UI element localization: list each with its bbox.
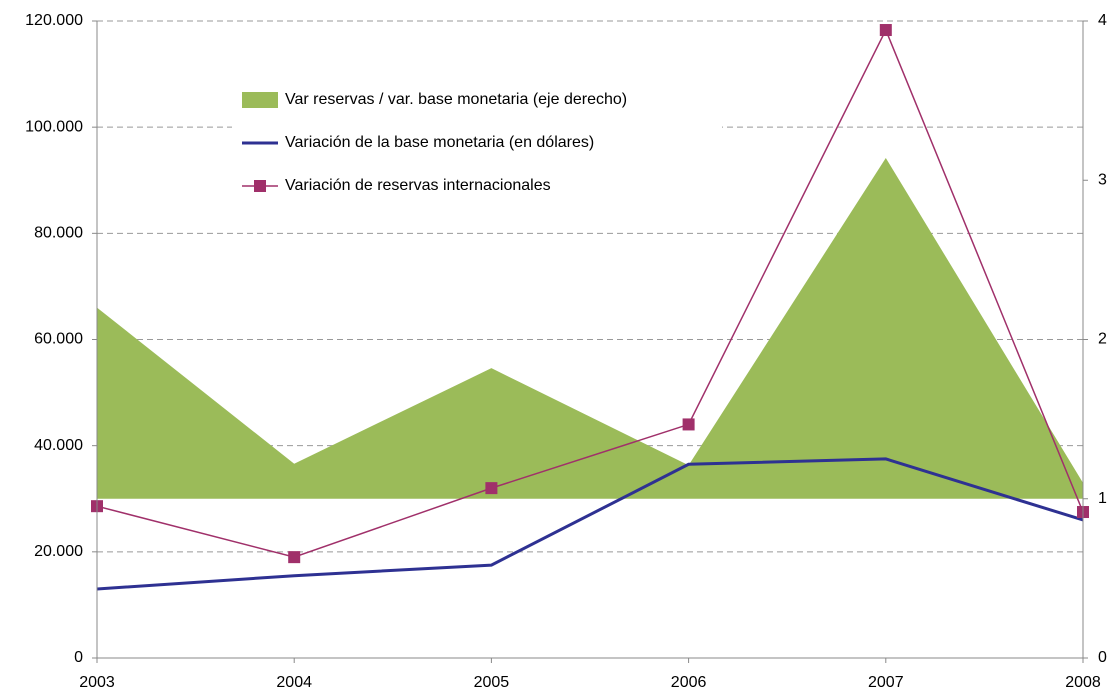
legend-label: Variación de la base monetaria (en dólar…	[285, 134, 594, 151]
y-tick-label: 60.000	[34, 331, 83, 348]
marker	[682, 418, 695, 431]
y-tick-label: 40.000	[34, 437, 83, 454]
y2-tick-label: 2	[1098, 331, 1107, 348]
line	[96, 457, 1084, 591]
x-tick-label: 2007	[868, 674, 904, 691]
marker	[879, 24, 892, 37]
marker	[288, 551, 301, 564]
legend-marker	[254, 180, 266, 192]
legend-swatch	[242, 92, 278, 108]
marker	[485, 482, 498, 495]
y2-tick-label: 1	[1098, 490, 1107, 507]
y-tick-label: 0	[74, 649, 83, 666]
y-tick-label: 20.000	[34, 543, 83, 560]
y2-tick-label: 3	[1098, 171, 1107, 188]
area	[97, 157, 1083, 499]
x-tick-label: 2003	[79, 674, 115, 691]
line	[96, 28, 1084, 558]
y-tick-label: 120.000	[25, 12, 83, 29]
legend-label: Var reservas / var. base monetaria (eje …	[285, 91, 627, 108]
x-tick-label: 2008	[1065, 674, 1101, 691]
x-tick-label: 2004	[276, 674, 312, 691]
y2-tick-label: 4	[1098, 12, 1107, 29]
legend-label: Variación de reservas internacionales	[285, 177, 551, 194]
legend-bg	[232, 80, 722, 205]
y-tick-label: 80.000	[34, 225, 83, 242]
y2-tick-label: 0	[1098, 649, 1107, 666]
x-tick-label: 2005	[474, 674, 510, 691]
legend: Var reservas / var. base monetaria (eje …	[232, 80, 722, 205]
y-tick-label: 100.000	[25, 118, 83, 135]
x-tick-label: 2006	[671, 674, 707, 691]
